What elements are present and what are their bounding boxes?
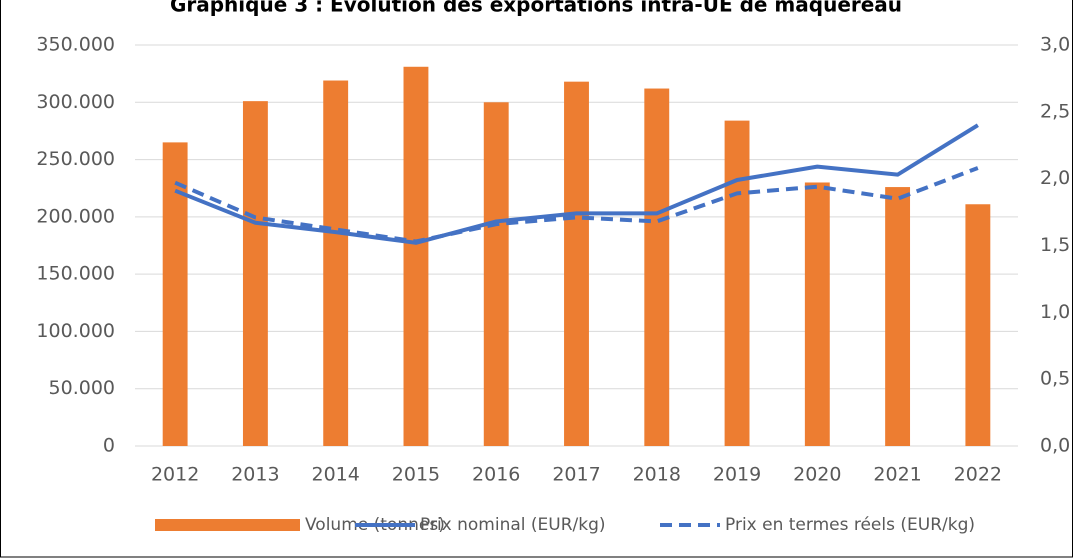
y-tick-label: 150.000	[36, 263, 115, 285]
line	[174, 166, 979, 244]
legend-label: Prix en termes réels (EUR/kg)	[725, 515, 975, 535]
x-tick-label: 2013	[231, 464, 279, 486]
bar	[242, 101, 268, 446]
bar	[724, 120, 750, 447]
y2-tick-label: 1,5	[1040, 234, 1070, 256]
x-tick-label: 2021	[873, 464, 921, 486]
bar	[403, 66, 429, 447]
bar	[965, 204, 991, 446]
y-tick-label: 50.000	[49, 377, 115, 399]
x-tick-label: 2017	[552, 464, 600, 486]
y-tick-label: 350.000	[36, 34, 115, 56]
x-tick-label: 2016	[472, 464, 520, 486]
y2-tick-label: 2,5	[1040, 100, 1070, 122]
y2-tick-label: 2,0	[1040, 167, 1070, 189]
x-tick-label: 2018	[633, 464, 681, 486]
y2-tick-label: 0,0	[1040, 435, 1070, 457]
bar	[564, 81, 589, 447]
x-tick-label: 2019	[713, 464, 761, 486]
y-tick-label: 250.000	[36, 148, 115, 170]
y-tick-label: 300.000	[36, 91, 115, 113]
x-tick-label: 2014	[312, 464, 360, 486]
line	[174, 123, 979, 245]
y-tick-label: 100.000	[36, 320, 115, 342]
x-tick-label: 2020	[793, 464, 841, 486]
y2-tick-label: 1,0	[1040, 301, 1070, 323]
chart-title: Graphique 3 : Évolution des exportations…	[170, 0, 902, 17]
y-tick-label: 0	[103, 435, 115, 457]
bar	[483, 102, 509, 447]
x-tick-label: 2022	[954, 464, 1002, 486]
bar	[323, 80, 349, 446]
y2-tick-label: 0,5	[1040, 368, 1070, 390]
x-tick-label: 2015	[392, 464, 440, 486]
x-tick-label: 2012	[151, 464, 199, 486]
y2-tick-label: 3,0	[1040, 34, 1070, 56]
bar	[804, 182, 830, 446]
legend-swatch	[155, 519, 300, 531]
y-tick-label: 200.000	[36, 205, 115, 227]
legend-label: Prix nominal (EUR/kg)	[420, 515, 606, 535]
bar	[885, 187, 911, 446]
bar	[644, 88, 670, 446]
